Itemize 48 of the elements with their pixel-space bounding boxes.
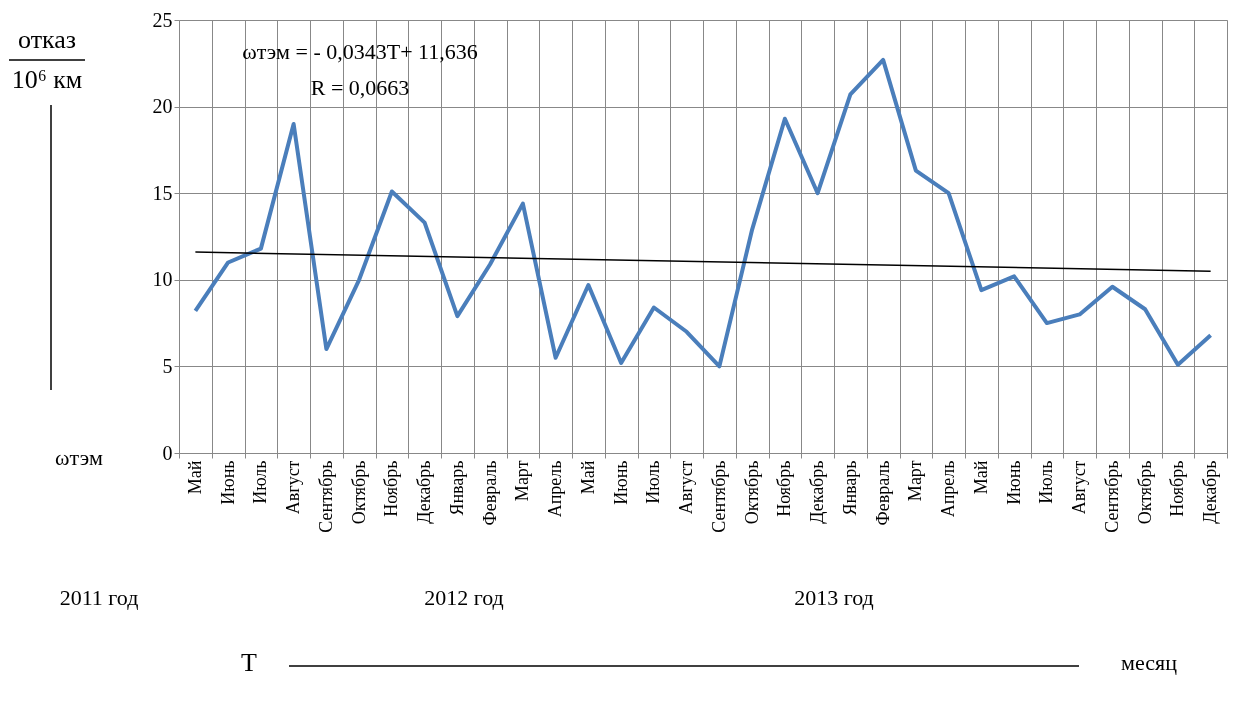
text: 2011 год [59, 585, 139, 610]
y-tick-label: 0 [162, 441, 173, 464]
x-tick-label: Март [905, 460, 926, 502]
annotation: R = 0,0663 [310, 75, 410, 100]
x-tick-label: Март [512, 460, 533, 502]
y-axis-title: отказ [17, 25, 77, 54]
x-tick-label: Январь [446, 460, 467, 516]
x-tick-label: Февраль [479, 460, 500, 526]
x-tick-label: Октябрь [741, 460, 762, 525]
y-tick-label: 10 [152, 268, 173, 291]
x-tick-label: Июнь [610, 460, 631, 505]
x-tick-label: Декабрь [414, 460, 435, 524]
x-axis-title: T [241, 648, 258, 677]
x-tick-label: Ноябрь [381, 460, 402, 517]
x-tick-label: Июнь [1003, 460, 1024, 505]
y-tick-label: 25 [152, 8, 173, 31]
x-tick-label: Май [184, 460, 205, 495]
x-tick-label: Июнь [217, 460, 238, 505]
x-tick-label: Апрель [938, 460, 959, 518]
x-tick-label: Январь [839, 460, 860, 516]
x-tick-label: Август [283, 460, 304, 515]
annotation: ωтэм = - 0,0343T+ 11,636 [242, 39, 478, 64]
x-tick-label: Октябрь [1134, 460, 1155, 525]
text: 2012 год [424, 585, 504, 610]
x-tick-label: Май [970, 460, 991, 495]
x-tick-label: Ноябрь [774, 460, 795, 517]
x-tick-label: Декабрь [1200, 460, 1221, 524]
text: 10⁶ км [11, 65, 83, 94]
x-tick-label: Июль [250, 460, 271, 504]
y-tick-label: 5 [162, 354, 173, 377]
x-tick-label: Август [1069, 460, 1090, 515]
x-tick-label: Август [676, 460, 697, 515]
x-tick-label: Февраль [872, 460, 893, 526]
text: 2013 год [794, 585, 874, 610]
x-tick-label: Сентябрь [1101, 460, 1122, 533]
y-tick-label: 15 [152, 181, 173, 204]
x-tick-label: Июль [643, 460, 664, 504]
text: месяц [1121, 650, 1178, 675]
y-tick-label: 20 [152, 95, 173, 118]
x-tick-label: Октябрь [348, 460, 369, 525]
x-tick-label: Сентябрь [708, 460, 729, 533]
text: ωтэм [55, 445, 103, 470]
x-tick-label: Май [577, 460, 598, 495]
x-tick-label: Июль [1036, 460, 1057, 504]
x-tick-label: Сентябрь [315, 460, 336, 533]
x-tick-label: Ноябрь [1167, 460, 1188, 517]
x-tick-label: Апрель [545, 460, 566, 518]
x-tick-label: Декабрь [807, 460, 828, 524]
